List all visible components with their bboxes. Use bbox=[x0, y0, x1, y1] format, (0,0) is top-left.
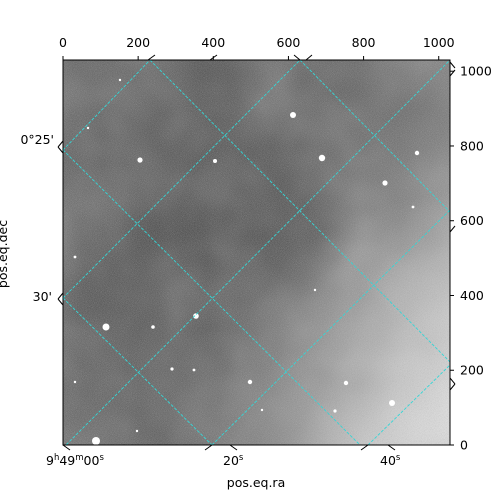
x-axis-label: pos.eq.ra bbox=[227, 475, 285, 490]
star bbox=[213, 159, 217, 163]
grid-line bbox=[65, 60, 450, 445]
top-tick-label: 200 bbox=[126, 35, 150, 50]
plot-frame bbox=[62, 59, 451, 446]
star bbox=[313, 288, 317, 292]
dec-axis: 0°25' 30' bbox=[20, 132, 64, 306]
grid-line bbox=[367, 364, 450, 445]
world-tick-mark bbox=[449, 69, 456, 77]
grid-line bbox=[211, 209, 450, 445]
ra-tick-label: 20s bbox=[223, 453, 244, 468]
top-pixel-axis: 0 200 400 600 800 1000 bbox=[59, 35, 455, 61]
star bbox=[73, 380, 77, 384]
star bbox=[333, 409, 337, 413]
world-tick-mark bbox=[449, 61, 456, 69]
world-tick-mark bbox=[293, 54, 301, 61]
grid-line bbox=[63, 297, 213, 445]
grid-line bbox=[63, 60, 301, 299]
star bbox=[151, 325, 155, 329]
star bbox=[389, 400, 395, 406]
right-tick-label: 400 bbox=[460, 288, 484, 303]
world-tick-mark bbox=[305, 54, 313, 61]
world-tick-mark bbox=[147, 54, 156, 61]
dec-tick-label: 0°25' bbox=[20, 132, 54, 147]
right-tick-label: 600 bbox=[460, 213, 484, 228]
star bbox=[137, 157, 143, 163]
star bbox=[192, 368, 196, 372]
star bbox=[411, 205, 415, 209]
star bbox=[318, 154, 326, 162]
y-axis-label: pos.eq.dec bbox=[0, 220, 10, 288]
star bbox=[92, 437, 100, 445]
grid-line bbox=[299, 60, 450, 213]
top-tick-label: 800 bbox=[352, 35, 376, 50]
ra-tick-label: 9h49m00s bbox=[46, 453, 104, 468]
top-tick-label: 600 bbox=[277, 35, 301, 50]
star bbox=[414, 150, 420, 156]
right-pixel-axis: 0 200 400 600 800 1000 bbox=[449, 61, 492, 453]
world-tick-mark bbox=[449, 377, 456, 385]
dec-tick-label: 30' bbox=[33, 289, 52, 304]
world-tick-mark bbox=[209, 54, 218, 61]
star bbox=[382, 180, 388, 186]
top-tick-label: 400 bbox=[201, 35, 225, 50]
world-tick-mark bbox=[449, 383, 456, 391]
top-tick-label: 0 bbox=[59, 35, 67, 50]
star bbox=[343, 380, 349, 386]
star bbox=[118, 78, 122, 82]
ra-axis: 9h49m00s 20s 40s bbox=[46, 444, 401, 468]
coordinate-grid bbox=[63, 60, 450, 445]
star bbox=[170, 367, 174, 371]
star bbox=[102, 323, 110, 331]
right-tick-label: 1000 bbox=[460, 64, 492, 79]
right-tick-label: 800 bbox=[460, 138, 484, 153]
star bbox=[290, 112, 296, 118]
grid-line bbox=[63, 60, 151, 151]
top-tick-label: 1000 bbox=[423, 35, 455, 50]
ra-tick-label: 40s bbox=[380, 453, 401, 468]
right-tick-label: 200 bbox=[460, 363, 484, 378]
star bbox=[260, 408, 264, 412]
star-field bbox=[73, 78, 420, 445]
grid-line bbox=[149, 60, 450, 363]
star bbox=[135, 429, 139, 433]
star bbox=[193, 313, 199, 319]
grid-line bbox=[63, 149, 361, 445]
star bbox=[73, 255, 77, 259]
right-tick-label: 0 bbox=[460, 438, 468, 453]
star bbox=[86, 126, 90, 130]
star bbox=[247, 379, 253, 385]
world-tick-mark bbox=[449, 225, 456, 233]
